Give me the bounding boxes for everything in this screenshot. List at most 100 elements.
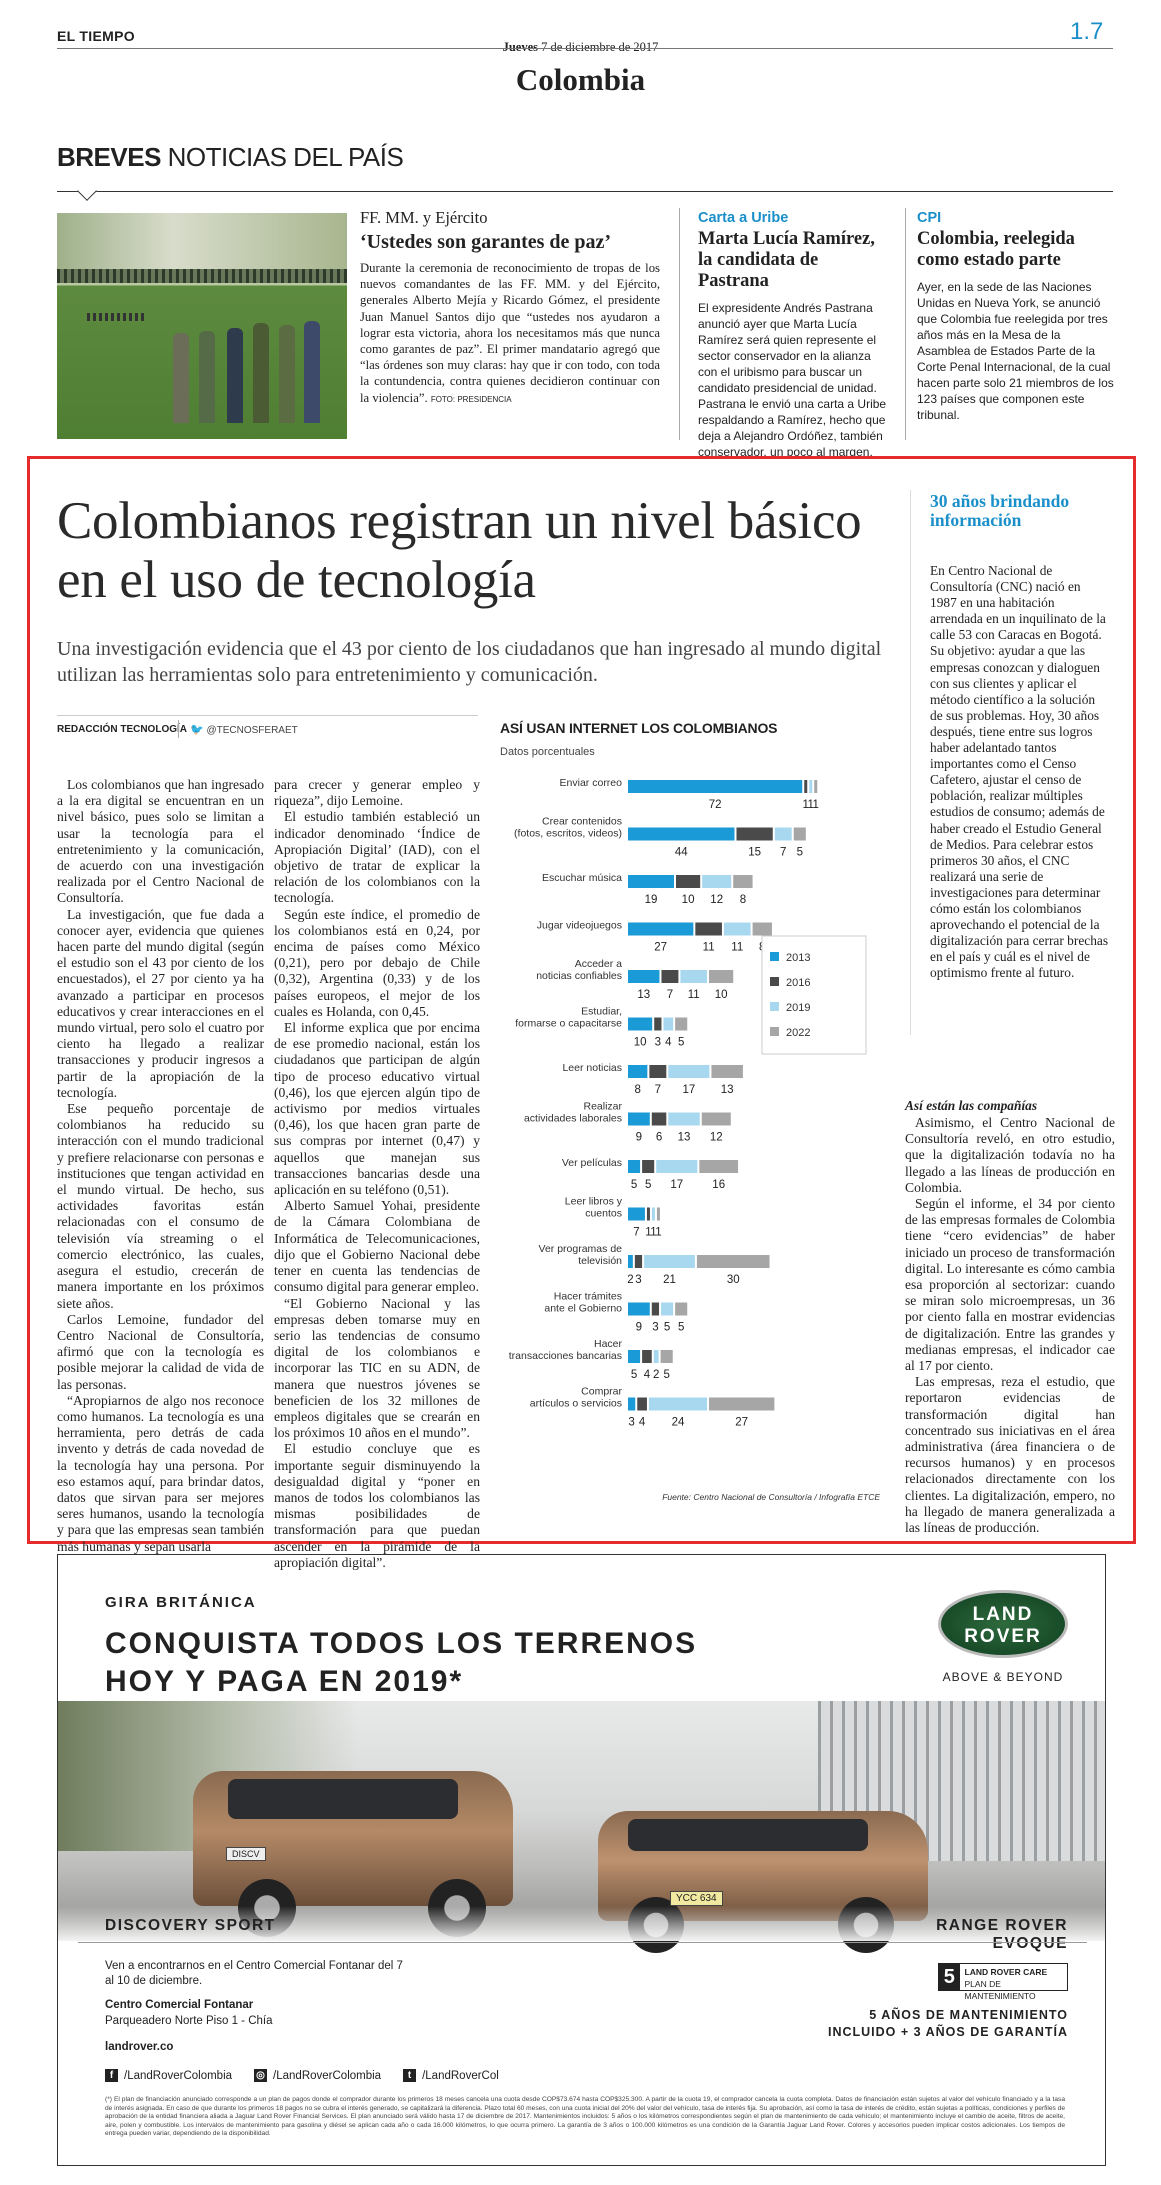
category-label: Ver programas de <box>539 1243 623 1255</box>
bar-value-label: 5 <box>664 1322 670 1334</box>
category-label: Comprar <box>581 1386 622 1398</box>
section-title: Colombia <box>515 62 646 97</box>
bar-value-label: 6 <box>656 1132 662 1144</box>
bar-value-label: 1 <box>808 799 814 811</box>
col2-para: Según este índice, el promedio de los co… <box>274 906 480 1019</box>
category-label: Hacer trámites <box>554 1291 622 1303</box>
land-rover-care-badge: 5 LAND ROVER CARE PLAN DE MANTENIMIENTO <box>938 1963 1068 2001</box>
bar-value-label: 5 <box>678 1037 684 1049</box>
land-rover-ad[interactable]: GIRA BRITÁNICA CONQUISTA TODOS LOS TERRE… <box>57 1554 1106 2166</box>
bar-value-label: 1 <box>650 1227 656 1239</box>
companies-para: Según el informe, el 34 por ciento de la… <box>905 1196 1115 1374</box>
twitter-link[interactable]: t/LandRoverCol <box>403 2069 499 2082</box>
ad-headline: CONQUISTA TODOS LOS TERRENOS HOY Y PAGA E… <box>105 1625 697 1701</box>
companies-para: Las empresas, reza el estudio, que repor… <box>905 1374 1115 1536</box>
category-label: Jugar videojuegos <box>537 920 622 932</box>
bar <box>628 922 694 936</box>
bar-value-label: 4 <box>665 1037 672 1049</box>
bar-value-label: 13 <box>637 989 650 1001</box>
brief-peace-title: ‘Ustedes son garantes de paz’ <box>360 231 612 253</box>
bar-value-label: 2 <box>653 1369 659 1381</box>
bar <box>628 827 735 841</box>
bar-value-label: 3 <box>652 1322 658 1334</box>
category-label: artículos o servicios <box>530 1398 622 1410</box>
facebook-handle: /LandRoverColombia <box>124 2069 233 2082</box>
ad-headline-line2: HOY Y PAGA EN 2019* <box>105 1665 464 1698</box>
date-rest: 7 de diciembre de 2017 <box>541 40 659 54</box>
category-label: Enviar correo <box>560 777 623 789</box>
bar-value-label: 30 <box>727 1274 740 1286</box>
category-label: Estudiar, <box>581 1006 622 1018</box>
category-label: Leer libros y <box>565 1196 623 1208</box>
byline: REDACCIÓN TECNOLOGÍA <box>57 724 187 735</box>
bar <box>656 1207 660 1221</box>
instagram-link[interactable]: ◎ /LandRoverColombia <box>254 2069 381 2082</box>
bar <box>660 1350 673 1363</box>
bar-value-label: 7 <box>633 1227 639 1239</box>
bar-value-label: 4 <box>639 1417 646 1429</box>
brief-cpi-body: Ayer, en la sede de las Naciones Unidas … <box>917 280 1114 422</box>
bar <box>663 1017 674 1031</box>
ad-website[interactable]: landrover.co <box>105 2041 174 2053</box>
bar-value-label: 5 <box>797 847 803 859</box>
category-label: Realizar <box>583 1101 622 1113</box>
article-headline: Colombianos registran un nivel básico en… <box>57 492 862 609</box>
bar <box>680 970 708 983</box>
bar-value-label: 16 <box>712 1179 725 1191</box>
bar <box>642 1160 655 1173</box>
land-rover-logo[interactable]: LAND ROVER <box>938 1590 1068 1658</box>
brief-cpi: CPI Colombia, reelegida como estado part… <box>917 210 1114 423</box>
category-label: cuentos <box>585 1208 622 1220</box>
article-deck: Una investigación evidencia que el 43 po… <box>57 638 882 686</box>
bar-value-label: 44 <box>675 847 688 859</box>
category-label: Acceder a <box>575 958 622 970</box>
bar-value-label: 1 <box>645 1227 651 1239</box>
col1-para: La investigación, que fue dada a conocer… <box>57 906 264 1100</box>
logo-line1: LAND <box>972 1604 1034 1625</box>
bar <box>628 1017 653 1031</box>
bar-value-label: 5 <box>663 1369 669 1381</box>
twitter-handle-text: @TECNOSFERAET <box>206 725 298 736</box>
bar-value-label: 8 <box>740 894 746 906</box>
bar-value-label: 5 <box>645 1179 651 1191</box>
bar <box>699 1160 739 1173</box>
category-label: actividades laborales <box>524 1113 622 1125</box>
bar <box>804 780 808 793</box>
facebook-link[interactable]: f/LandRoverColombia <box>105 2069 232 2082</box>
bar <box>628 1207 645 1221</box>
breves-title-bold: BREVES <box>57 142 161 172</box>
ad-kicker: GIRA BRITÁNICA <box>105 1594 257 1611</box>
plate-evoque: YCC 634 <box>670 1891 723 1906</box>
col1-para: Los colombianos que han ingresado a la e… <box>57 777 264 906</box>
maintenance-offer: 5 AÑOS DE MANTENIMIENTO INCLUIDO + 3 AÑOS… <box>778 2007 1068 2041</box>
bar <box>628 1302 650 1316</box>
chart-subtitle: Datos porcentuales <box>500 746 595 758</box>
bar <box>646 1207 650 1221</box>
facebook-icon: f <box>105 2069 118 2082</box>
brief-uribe-body: El expresidente Andrés Pastrana anunció … <box>698 301 887 459</box>
brief-peace: FF. MM. y Ejército ‘Ustedes son garantes… <box>360 208 660 408</box>
col2-para: El informe explica que por encima de ese… <box>274 1020 480 1198</box>
bar-value-label: 3 <box>655 1037 661 1049</box>
twitter-icon: 🐦 <box>190 724 204 736</box>
photo-credit: FOTO: PRESIDENCIA <box>430 394 512 404</box>
bar <box>723 922 751 936</box>
bar-value-label: 3 <box>635 1274 641 1286</box>
legend-box <box>761 935 867 1055</box>
military-ceremony-photo <box>57 213 347 439</box>
bar <box>628 1350 641 1363</box>
bar <box>654 1017 662 1031</box>
brief-cpi-kicker: CPI <box>917 210 942 226</box>
bar <box>701 1112 731 1126</box>
bar-value-label: 4 <box>644 1369 651 1381</box>
bar <box>628 970 660 983</box>
bar <box>752 922 772 936</box>
ad-address: Parqueadero Norte Piso 1 - Chía <box>105 2015 273 2027</box>
bar-value-label: 13 <box>678 1132 691 1144</box>
twitter-ad-icon: t <box>403 2069 417 2082</box>
bar <box>814 780 818 793</box>
bar <box>736 827 773 841</box>
legend-swatch <box>770 977 779 986</box>
bar-value-label: 19 <box>645 894 658 906</box>
bar <box>668 1065 710 1078</box>
